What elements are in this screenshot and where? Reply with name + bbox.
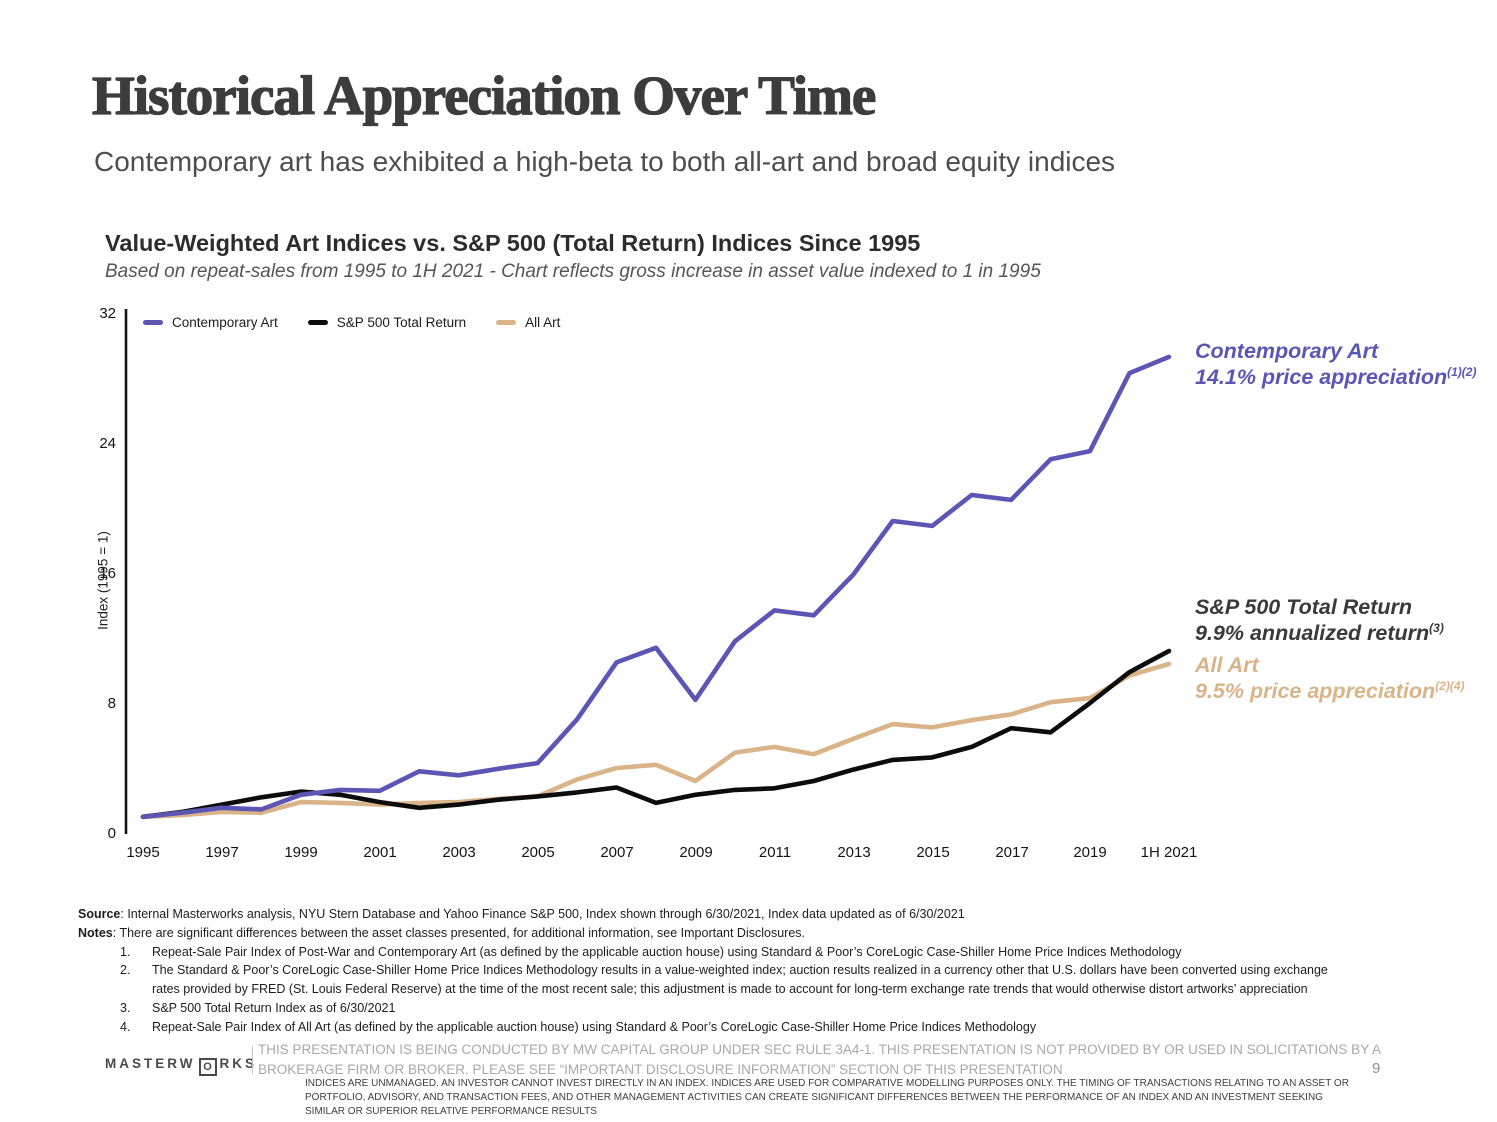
logo-text-left: MASTERW	[105, 1056, 196, 1071]
contemporary-art-swatch	[143, 320, 163, 325]
annotation-line2: 14.1% price appreciation	[1195, 365, 1448, 390]
footnote-item: 1. Repeat-Sale Pair Index of Post-War an…	[78, 943, 1408, 962]
page-subtitle: Contemporary art has exhibited a high-be…	[94, 146, 1116, 177]
annotation-contemporary-art: Contemporary Art 14.1% price appreciatio…	[1195, 338, 1476, 390]
footnote-item: 4. Repeat-Sale Pair Index of All Art (as…	[78, 1018, 1408, 1037]
logo-text-right: RKS	[219, 1056, 258, 1071]
annotation-line1: S&P 500 Total Return	[1195, 595, 1413, 619]
logo-boxed-o: O	[198, 1058, 217, 1076]
legend-item-contemporary-art: Contemporary Art	[143, 315, 278, 330]
source-label: Source	[78, 907, 121, 921]
chart-legend: Contemporary Art S&P 500 Total Return Al…	[143, 315, 560, 330]
series-line-s-p-500-total-return	[140, 648, 1172, 820]
footer-disclaimer: THIS PRESENTATION IS BEING CONDUCTED BY …	[258, 1042, 1381, 1078]
masterworks-logo: MASTERW O RKS	[105, 1056, 257, 1076]
x-tick-label: 2011	[758, 844, 792, 861]
x-tick-label: 2007	[600, 844, 634, 861]
y-tick-label: 24	[99, 435, 116, 452]
y-tick-label: 0	[107, 825, 116, 842]
series-line-contemporary-art	[140, 354, 1172, 820]
chart-subtitle: Based on repeat-sales from 1995 to 1H 20…	[105, 261, 1041, 282]
footer-fine-print: INDICES ARE UNMANAGED. AN INVESTOR CANNO…	[305, 1078, 1349, 1117]
annotation-footnote-ref: (1)(2)	[1447, 365, 1477, 380]
annotation-footnote-ref: (2)(4)	[1435, 679, 1465, 694]
legend-item-all-art: All Art	[496, 315, 560, 330]
y-tick-label: 32	[99, 305, 116, 322]
annotation-all-art: All Art 9.5% price appreciation(2)(4)	[1195, 652, 1465, 704]
y-tick-label: 8	[107, 695, 116, 712]
all-art-swatch	[496, 320, 517, 325]
legend-label: S&P 500 Total Return	[336, 315, 467, 330]
y-tick-label: 16	[99, 565, 116, 582]
x-tick-label: 2017	[995, 844, 1029, 861]
annotation-line1: All Art	[1195, 653, 1259, 677]
page-title: Historical Appreciation Over Time	[91, 64, 877, 126]
sp500-swatch	[307, 320, 328, 325]
x-tick-label: 2009	[679, 844, 713, 861]
annotation-footnote-ref: (3)	[1429, 621, 1444, 636]
x-tick-label: 2019	[1073, 844, 1107, 861]
x-tick-label: 1H 2021	[1140, 844, 1198, 861]
annotation-sp500: S&P 500 Total Return 9.9% annualized ret…	[1195, 594, 1444, 646]
notes-label: Notes	[78, 925, 113, 940]
annotation-line2: 9.9% annualized return	[1195, 621, 1430, 646]
page-number: 9	[1372, 1060, 1381, 1077]
footnote-number: 2.	[120, 963, 131, 978]
x-tick-label: 1997	[205, 844, 239, 861]
footnote-text: The Standard & Poor’s CoreLogic Case-Shi…	[152, 963, 1328, 996]
footnote-number: 3.	[120, 1000, 131, 1015]
annotation-line1: Contemporary Art	[1195, 339, 1379, 363]
legend-label: Contemporary Art	[172, 315, 278, 330]
chart-title: Value-Weighted Art Indices vs. S&P 500 (…	[105, 230, 921, 256]
footnote-item: 2. The Standard & Poor’s CoreLogic Case-…	[78, 961, 1408, 999]
x-tick-label: 2013	[837, 844, 871, 861]
source-text: : Internal Masterworks analysis, NYU Ste…	[120, 907, 965, 921]
notes-text: : There are significant differences betw…	[112, 925, 806, 940]
footnote-number: 4.	[120, 1019, 131, 1034]
legend-item-sp500: S&P 500 Total Return	[307, 315, 467, 330]
footer-divider	[252, 1046, 253, 1074]
footnote-text: Repeat-Sale Pair Index of Post-War and C…	[152, 944, 1182, 959]
source-line: Source: Internal Masterworks analysis, N…	[78, 905, 1408, 924]
footnote-number: 1.	[120, 944, 131, 959]
footnotes: Source: Internal Masterworks analysis, N…	[78, 905, 1408, 1036]
x-tick-label: 2001	[363, 844, 397, 861]
x-tick-label: 2015	[916, 844, 950, 861]
footnote-item: 3. S&P 500 Total Return Index as of 6/30…	[78, 999, 1408, 1018]
x-tick-label: 2005	[521, 844, 555, 861]
notes-line: Notes: There are significant differences…	[78, 924, 1408, 943]
footnote-text: S&P 500 Total Return Index as of 6/30/20…	[152, 1000, 396, 1015]
x-tick-label: 1995	[126, 844, 160, 861]
footnote-text: Repeat-Sale Pair Index of All Art (as de…	[152, 1019, 1037, 1034]
x-tick-label: 1999	[284, 844, 318, 861]
annotation-line2: 9.5% price appreciation	[1195, 679, 1436, 704]
legend-label: All Art	[525, 315, 561, 330]
x-tick-label: 2003	[442, 844, 476, 861]
series-line-all-art	[140, 661, 1172, 820]
